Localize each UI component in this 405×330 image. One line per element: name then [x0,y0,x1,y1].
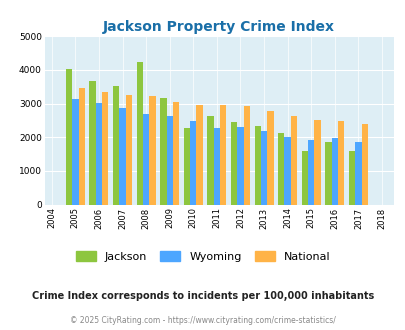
Bar [166,116,173,205]
Bar [96,103,102,205]
Bar [113,86,119,205]
Bar [102,91,108,205]
Bar [260,131,266,205]
Bar [313,120,320,205]
Bar [361,124,367,205]
Bar [337,121,343,205]
Bar [237,127,243,205]
Text: Crime Index corresponds to incidents per 100,000 inhabitants: Crime Index corresponds to incidents per… [32,291,373,301]
Bar [213,128,220,205]
Bar [220,105,226,205]
Bar [243,106,249,205]
Bar [277,133,284,205]
Bar [183,127,190,205]
Bar [348,151,354,205]
Bar [230,122,237,205]
Bar [126,95,132,205]
Bar [324,142,331,205]
Bar [136,61,143,205]
Bar [66,69,72,205]
Bar [173,102,179,205]
Bar [354,142,361,205]
Bar [331,138,337,205]
Legend: Jackson, Wyoming, National: Jackson, Wyoming, National [71,247,334,267]
Bar [290,116,296,205]
Bar [119,108,126,205]
Bar [266,111,273,205]
Bar [72,99,78,205]
Bar [89,81,96,205]
Bar [254,126,260,205]
Bar [160,98,166,205]
Bar [78,88,85,205]
Bar [301,151,307,205]
Bar [149,96,155,205]
Bar [207,116,213,205]
Bar [307,140,313,205]
Text: © 2025 CityRating.com - https://www.cityrating.com/crime-statistics/: © 2025 CityRating.com - https://www.city… [70,316,335,325]
Bar [143,115,149,205]
Bar [190,121,196,205]
Bar [196,105,202,205]
Bar [284,137,290,205]
Title: Jackson Property Crime Index: Jackson Property Crime Index [103,20,335,34]
